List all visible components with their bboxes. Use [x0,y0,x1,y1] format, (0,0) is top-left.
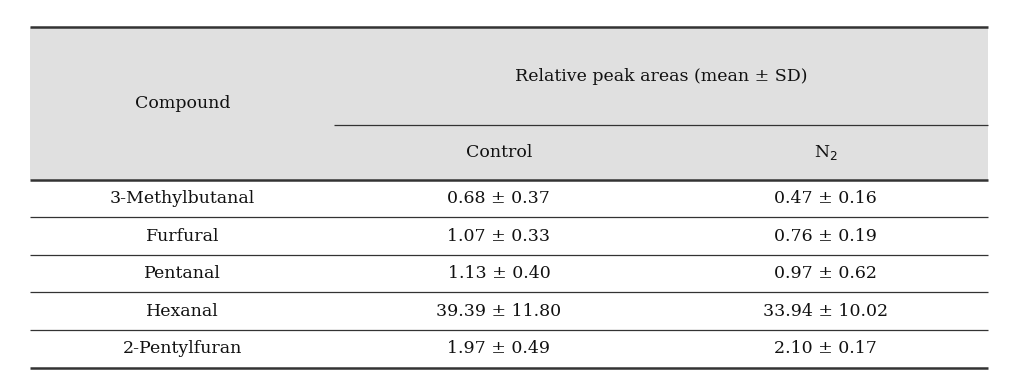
Text: Control: Control [466,144,532,161]
Text: Pentanal: Pentanal [144,265,221,282]
Bar [30,27,988,180]
Text: 2.10 ± 0.17: 2.10 ± 0.17 [774,340,877,357]
Text: 0.47 ± 0.16: 0.47 ± 0.16 [774,190,877,207]
Text: Hexanal: Hexanal [146,303,219,320]
Text: 0.97 ± 0.62: 0.97 ± 0.62 [774,265,877,282]
Text: 1.13 ± 0.40: 1.13 ± 0.40 [448,265,550,282]
Text: 2-Pentylfuran: 2-Pentylfuran [123,340,242,357]
Text: 1.07 ± 0.33: 1.07 ± 0.33 [448,228,550,245]
Bar [30,180,988,368]
Text: 1.97 ± 0.49: 1.97 ± 0.49 [448,340,550,357]
Text: 39.39 ± 11.80: 39.39 ± 11.80 [437,303,561,320]
Text: 0.76 ± 0.19: 0.76 ± 0.19 [774,228,877,245]
Text: N$_2$: N$_2$ [813,143,838,162]
Text: Relative peak areas (mean ± SD): Relative peak areas (mean ± SD) [515,68,807,85]
Text: 0.68 ± 0.37: 0.68 ± 0.37 [448,190,550,207]
Text: Furfural: Furfural [146,228,219,245]
Text: 3-Methylbutanal: 3-Methylbutanal [109,190,255,207]
Text: Compound: Compound [135,95,230,112]
Text: 33.94 ± 10.02: 33.94 ± 10.02 [763,303,888,320]
